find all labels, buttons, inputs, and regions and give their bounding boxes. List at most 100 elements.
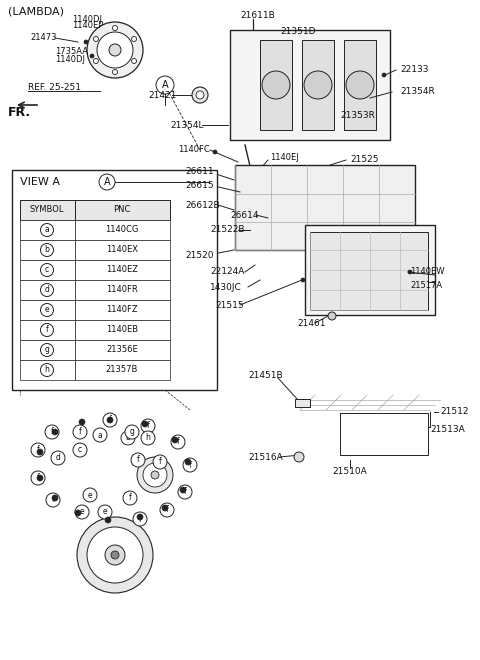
Circle shape	[131, 453, 145, 467]
Circle shape	[84, 40, 88, 44]
Circle shape	[125, 425, 139, 439]
Circle shape	[171, 435, 185, 449]
Text: f: f	[50, 428, 53, 436]
Text: f: f	[146, 422, 149, 430]
Circle shape	[97, 32, 133, 68]
Bar	[75, 200, 170, 220]
Circle shape	[90, 54, 94, 58]
Circle shape	[46, 493, 60, 507]
Circle shape	[141, 431, 155, 445]
Circle shape	[52, 429, 58, 435]
Bar	[20, 260, 75, 280]
Bar	[235, 165, 415, 250]
Text: 1735AA: 1735AA	[55, 48, 88, 57]
Circle shape	[52, 495, 58, 501]
Text: 1140FR: 1140FR	[106, 286, 138, 294]
Polygon shape	[300, 410, 430, 460]
Text: 21516A: 21516A	[248, 453, 283, 461]
Circle shape	[178, 485, 192, 499]
Text: g: g	[45, 345, 49, 354]
Bar	[75, 280, 170, 300]
Circle shape	[40, 323, 53, 337]
Text: 1430JC: 1430JC	[210, 282, 242, 292]
Polygon shape	[38, 418, 190, 520]
Circle shape	[73, 443, 87, 457]
Bar	[20, 200, 75, 220]
Text: 21354R: 21354R	[400, 88, 435, 96]
Text: 21512: 21512	[440, 407, 468, 416]
Text: 1140EP: 1140EP	[72, 22, 103, 30]
Circle shape	[192, 87, 208, 103]
Circle shape	[346, 71, 374, 99]
Text: 21510A: 21510A	[333, 467, 367, 477]
Text: 1140EW: 1140EW	[410, 267, 444, 277]
Text: 21525: 21525	[350, 156, 379, 164]
Circle shape	[31, 443, 45, 457]
Text: 22124A: 22124A	[210, 267, 244, 277]
Bar	[20, 240, 75, 260]
Text: b: b	[126, 434, 131, 442]
Bar	[20, 220, 75, 240]
Circle shape	[141, 419, 155, 433]
Circle shape	[328, 312, 336, 320]
Bar	[75, 240, 170, 260]
Bar	[75, 220, 170, 240]
Bar	[20, 300, 75, 320]
Text: f: f	[36, 446, 39, 455]
Text: A: A	[162, 80, 168, 90]
Bar	[75, 260, 170, 280]
Polygon shape	[300, 395, 445, 410]
Bar	[302, 40, 334, 130]
Text: h: h	[145, 434, 150, 442]
Text: FR.: FR.	[8, 106, 31, 119]
Text: 26612B: 26612B	[185, 201, 220, 209]
Text: f: f	[36, 473, 39, 482]
Text: c: c	[78, 446, 82, 455]
Text: 1140FC: 1140FC	[178, 145, 210, 154]
Circle shape	[132, 36, 136, 42]
Circle shape	[37, 449, 43, 455]
Text: SYMBOL: SYMBOL	[30, 205, 64, 214]
Circle shape	[294, 452, 304, 462]
Text: h: h	[45, 366, 49, 374]
Circle shape	[160, 503, 174, 517]
Bar	[20, 360, 75, 380]
Polygon shape	[430, 395, 445, 460]
Text: 1140FZ: 1140FZ	[106, 306, 138, 315]
Circle shape	[156, 76, 174, 94]
Circle shape	[103, 413, 117, 427]
Text: g: g	[130, 428, 134, 436]
Circle shape	[137, 457, 173, 493]
Text: e: e	[103, 508, 108, 517]
Bar	[20, 340, 75, 360]
Text: 21353R: 21353R	[340, 110, 375, 119]
Text: f: f	[108, 416, 111, 424]
Circle shape	[151, 471, 159, 479]
Text: a: a	[45, 226, 49, 234]
Text: REF. 25-251: REF. 25-251	[28, 84, 81, 92]
Circle shape	[196, 91, 204, 99]
Bar	[310, 232, 428, 310]
Circle shape	[37, 475, 43, 481]
Bar	[305, 225, 435, 315]
Circle shape	[99, 174, 115, 190]
Circle shape	[132, 59, 136, 63]
Bar	[260, 40, 292, 130]
Circle shape	[87, 527, 143, 583]
Circle shape	[172, 437, 178, 443]
Text: f: f	[166, 506, 168, 515]
Circle shape	[408, 270, 412, 274]
Circle shape	[133, 512, 147, 526]
Circle shape	[112, 26, 118, 30]
Text: f: f	[79, 428, 82, 436]
Bar	[75, 340, 170, 360]
Circle shape	[40, 284, 53, 296]
Text: (LAMBDA): (LAMBDA)	[8, 7, 64, 17]
Text: a: a	[97, 430, 102, 440]
Text: 21517A: 21517A	[410, 280, 442, 290]
Bar	[12, 395, 217, 630]
Bar	[295, 399, 310, 407]
Circle shape	[40, 244, 53, 257]
Text: f: f	[184, 488, 186, 496]
Circle shape	[162, 505, 168, 511]
